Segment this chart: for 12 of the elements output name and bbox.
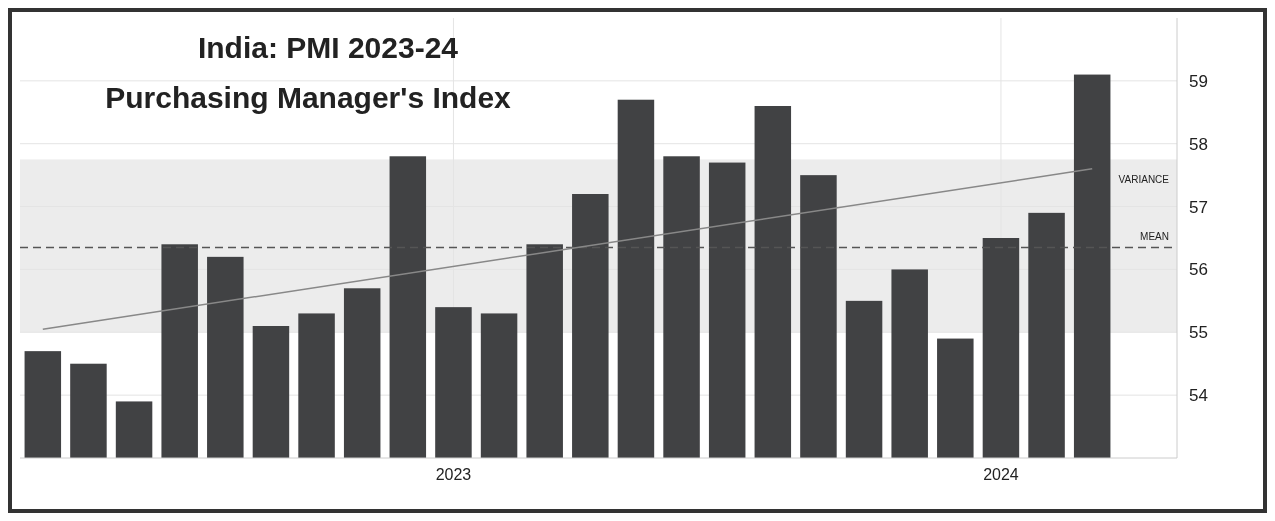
y-tick-label: 55 xyxy=(1189,323,1208,343)
y-tick-label: 54 xyxy=(1189,386,1208,406)
y-tick-label: 59 xyxy=(1189,71,1208,91)
ref-line-label: MEAN xyxy=(1140,231,1169,243)
y-tick-label: 56 xyxy=(1189,260,1208,280)
y-tick-label: 57 xyxy=(1189,197,1208,217)
y-tick-label: 58 xyxy=(1189,134,1208,154)
text: Purchasing Manager's Index xyxy=(105,81,512,114)
chart-title: India: PMI 2023-24 xyxy=(197,31,459,64)
x-tick-label: 2023 xyxy=(435,466,472,483)
band-label: VARIANCE xyxy=(1118,174,1170,186)
x-tick-label: 2024 xyxy=(983,466,1019,483)
